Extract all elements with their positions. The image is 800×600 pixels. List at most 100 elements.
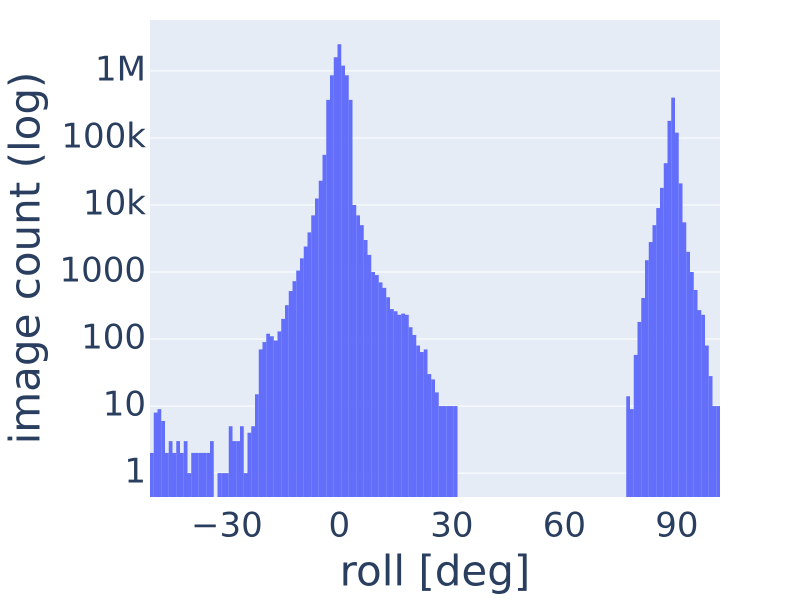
- bar: [405, 314, 409, 497]
- bar: [667, 120, 672, 498]
- bar: [678, 183, 683, 497]
- bar: [240, 426, 244, 497]
- bar: [705, 345, 709, 497]
- bar: [247, 432, 252, 497]
- bar: [693, 289, 698, 497]
- bar: [150, 452, 154, 497]
- bar: [360, 225, 364, 497]
- bar: [712, 406, 717, 497]
- bar: [686, 251, 690, 497]
- y-tick-label: 1: [124, 452, 146, 492]
- bar: [165, 452, 169, 497]
- bar: [311, 215, 315, 497]
- bar: [258, 349, 263, 497]
- bar: [206, 452, 210, 497]
- bar: [243, 473, 248, 497]
- bar: [356, 215, 360, 497]
- x-tick-label: −30: [191, 506, 263, 546]
- bar: [202, 452, 207, 497]
- bar: [352, 204, 357, 497]
- bar: [161, 420, 165, 497]
- bar: [423, 349, 428, 497]
- bar: [431, 379, 435, 497]
- bar: [435, 392, 439, 497]
- bar: [225, 473, 229, 497]
- bar: [217, 473, 222, 497]
- bar: [408, 327, 413, 497]
- bar: [630, 409, 634, 497]
- bar: [442, 406, 447, 497]
- bar: [273, 340, 278, 497]
- bar: [626, 396, 630, 497]
- x-tick-label: 0: [329, 506, 351, 546]
- bar: [153, 412, 158, 497]
- bar: [277, 331, 282, 497]
- bar: [288, 291, 293, 497]
- bar: [180, 452, 184, 497]
- y-axis-title: image count (log): [1, 72, 50, 445]
- bar: [270, 336, 274, 497]
- bar: [285, 305, 289, 497]
- bar: [221, 473, 225, 497]
- bar: [450, 406, 454, 497]
- y-tick-label: 1M: [95, 49, 146, 89]
- bar: [307, 232, 312, 497]
- bar: [716, 406, 720, 497]
- y-tick-label: 100k: [61, 116, 146, 156]
- bar: [183, 441, 188, 497]
- bar: [300, 258, 304, 497]
- bar: [318, 180, 323, 497]
- bar: [382, 287, 387, 497]
- bar: [641, 297, 645, 497]
- bar: [191, 452, 195, 497]
- bar: [195, 452, 199, 497]
- bar: [168, 441, 173, 497]
- bar: [397, 314, 402, 497]
- bar: [333, 57, 338, 498]
- bar: [330, 75, 334, 497]
- bar: [446, 406, 450, 497]
- bar: [690, 272, 694, 497]
- bar: [663, 163, 668, 497]
- bar: [656, 208, 660, 497]
- bar: [210, 441, 214, 497]
- bar: [228, 426, 233, 497]
- y-tick-label: 10k: [83, 183, 146, 223]
- bar: [341, 65, 345, 497]
- bar: [187, 473, 192, 497]
- bar: [438, 406, 443, 497]
- bar: [701, 314, 705, 497]
- bar: [326, 99, 330, 498]
- bar: [157, 409, 162, 497]
- bar: [393, 311, 398, 497]
- bar: [412, 334, 417, 497]
- bar: [427, 374, 432, 497]
- bar: [348, 99, 353, 498]
- bar: [420, 352, 424, 497]
- bar: [255, 394, 259, 497]
- bar: [176, 441, 180, 497]
- y-tick-label: 100: [81, 318, 146, 358]
- x-axis-title: roll [deg]: [340, 547, 531, 596]
- bar: [675, 132, 679, 497]
- bar: [337, 44, 342, 498]
- bar: [652, 225, 657, 497]
- x-tick-label: 90: [655, 506, 698, 546]
- bar: [371, 272, 375, 497]
- bar: [453, 406, 458, 497]
- bar: [648, 242, 653, 497]
- bar: [345, 75, 349, 497]
- bar: [266, 333, 270, 497]
- bar: [671, 97, 675, 497]
- bar: [367, 254, 372, 497]
- bar: [401, 313, 405, 497]
- bar: [660, 187, 664, 497]
- bar: [378, 282, 383, 497]
- bar: [292, 281, 297, 497]
- bar: [262, 342, 267, 497]
- bar: [251, 426, 255, 497]
- bar: [416, 345, 420, 497]
- bar: [375, 275, 379, 497]
- bar: [198, 452, 203, 497]
- bar: [315, 198, 319, 498]
